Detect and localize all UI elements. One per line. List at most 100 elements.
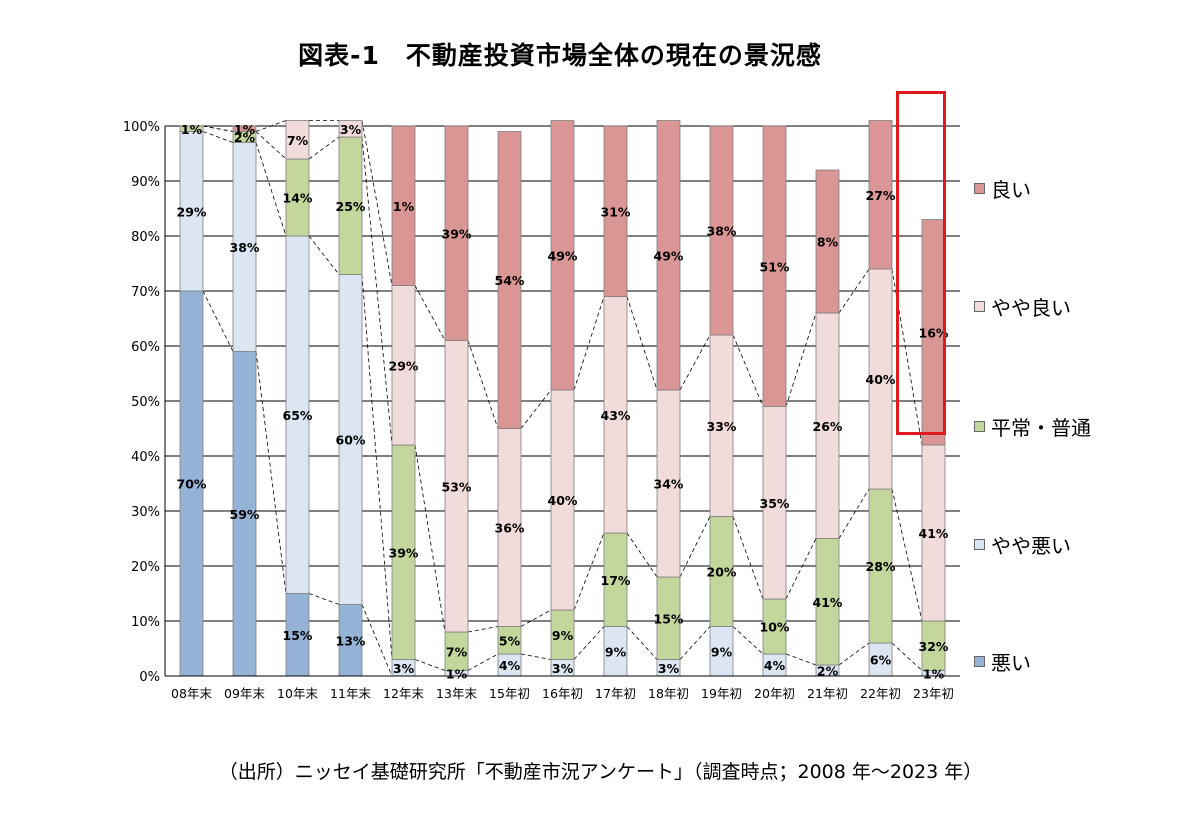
x-tick-label: 23年初 <box>913 686 954 701</box>
data-label: 38% <box>707 224 737 239</box>
data-label: 3% <box>552 661 574 676</box>
data-label: 5% <box>499 633 521 648</box>
data-label: 16% <box>919 325 949 340</box>
connector-line <box>626 296 658 391</box>
x-tick-label: 08年末 <box>171 686 212 701</box>
bar-segment-good <box>497 131 522 429</box>
bar-segment-good <box>656 120 681 391</box>
connector-line <box>202 125 234 132</box>
connector-line <box>679 334 711 391</box>
x-tick-label: 11年末 <box>330 686 371 701</box>
connector-line <box>679 516 711 578</box>
data-label: 15% <box>654 611 684 626</box>
connector-line <box>520 653 552 660</box>
x-tick-label: 22年初 <box>860 686 901 701</box>
legend-label-normal: 平常・普通 <box>991 416 1091 440</box>
connector-line <box>361 604 393 677</box>
data-label: 1% <box>923 666 945 681</box>
connector-line <box>255 142 287 237</box>
legend-swatch-normal <box>974 421 985 432</box>
bar-segment-somewhat-good <box>285 120 310 160</box>
connector-line <box>467 626 499 633</box>
y-tick-label: 100% <box>123 120 160 135</box>
bars <box>179 120 946 677</box>
legend-label-bad: 悪い <box>991 651 1031 675</box>
connector-line <box>838 642 870 666</box>
data-label: 31% <box>601 204 631 219</box>
data-label: 14% <box>283 191 313 206</box>
connector-line <box>467 653 499 671</box>
data-label: 1% <box>181 122 203 137</box>
connector-line <box>573 626 605 660</box>
connector-line <box>414 444 446 633</box>
data-labels: 70%29%1%59%38%2%1%15%65%14%7%13%60%25%3%… <box>177 122 949 682</box>
legend-item-somewhat-good: やや良い <box>974 292 1071 321</box>
y-tick-label: 0% <box>139 670 160 685</box>
data-label: 3% <box>393 661 415 676</box>
axes: 0% 10% 20% 30% 40% 50% 60% 70% 80% 90% 100% 08年末 09年… <box>123 120 960 701</box>
connector-line <box>838 488 870 539</box>
bar-segment-good <box>444 125 469 341</box>
source-note: （出所）ニッセイ基礎研究所「不動産市況アンケート」（調査時点；2008 年～20… <box>218 761 983 783</box>
bar-segment-good <box>391 125 416 286</box>
legend-swatch-somewhat-good <box>974 301 985 312</box>
x-tick-label: 13年末 <box>436 686 477 701</box>
y-tick-label: 30% <box>131 505 160 520</box>
connector-line <box>308 136 340 160</box>
legend-swatch-somewhat-bad <box>974 539 985 550</box>
connector-line <box>308 235 340 275</box>
legend-item-normal: 平常・普通 <box>974 412 1091 441</box>
data-label: 25% <box>336 199 366 214</box>
connector-line <box>573 296 605 391</box>
x-tick-label: 17年初 <box>595 686 636 701</box>
data-label: 65% <box>283 408 313 423</box>
connector-line <box>520 609 552 627</box>
data-label: 35% <box>760 496 790 511</box>
data-label: 38% <box>230 240 260 255</box>
connector-line <box>255 351 287 594</box>
connector-line <box>732 516 764 600</box>
legend-swatch-bad <box>974 656 985 667</box>
data-label: 9% <box>711 644 733 659</box>
x-tick-label: 19年初 <box>701 686 742 701</box>
data-label: 17% <box>601 573 631 588</box>
data-label: 34% <box>654 477 684 492</box>
data-label: 7% <box>446 644 468 659</box>
connector-line <box>785 312 817 407</box>
data-label: 40% <box>866 372 896 387</box>
y-tick-label: 40% <box>131 450 160 465</box>
bar-segment-good <box>815 169 840 314</box>
data-label: 15% <box>283 628 313 643</box>
y-tick-label: 50% <box>131 395 160 410</box>
chart-title: 図表-1 不動産投資市場全体の現在の景況感 <box>298 41 822 70</box>
connector-line <box>202 131 234 143</box>
connector-line <box>785 653 817 666</box>
connector-line <box>361 136 393 446</box>
data-label: 39% <box>442 226 472 241</box>
connector-line <box>785 538 817 600</box>
x-tick-label: 12年末 <box>383 686 424 701</box>
connector-line <box>626 532 658 578</box>
connector-line <box>414 659 446 671</box>
connector-line <box>361 120 393 286</box>
bar-segment-good <box>232 125 257 132</box>
connector-line <box>202 290 234 352</box>
data-label: 1% <box>393 199 415 214</box>
bar-segment-normal <box>179 125 204 132</box>
legend-label-somewhat-bad: やや悪い <box>991 534 1071 558</box>
data-label: 29% <box>389 358 419 373</box>
x-tick-label: 20年初 <box>754 686 795 701</box>
data-label: 29% <box>177 204 207 219</box>
highlight-box <box>896 91 946 435</box>
connector-line <box>838 268 870 314</box>
data-label: 1% <box>446 666 468 681</box>
bar-segment-good <box>868 120 893 270</box>
bar-segment-good <box>709 125 734 336</box>
legend-label-somewhat-good: やや良い <box>991 296 1071 320</box>
data-label: 2% <box>817 664 839 679</box>
connector-line <box>255 131 287 160</box>
bar-segment-good <box>762 125 787 407</box>
data-label: 41% <box>919 526 949 541</box>
data-label: 3% <box>340 122 362 137</box>
